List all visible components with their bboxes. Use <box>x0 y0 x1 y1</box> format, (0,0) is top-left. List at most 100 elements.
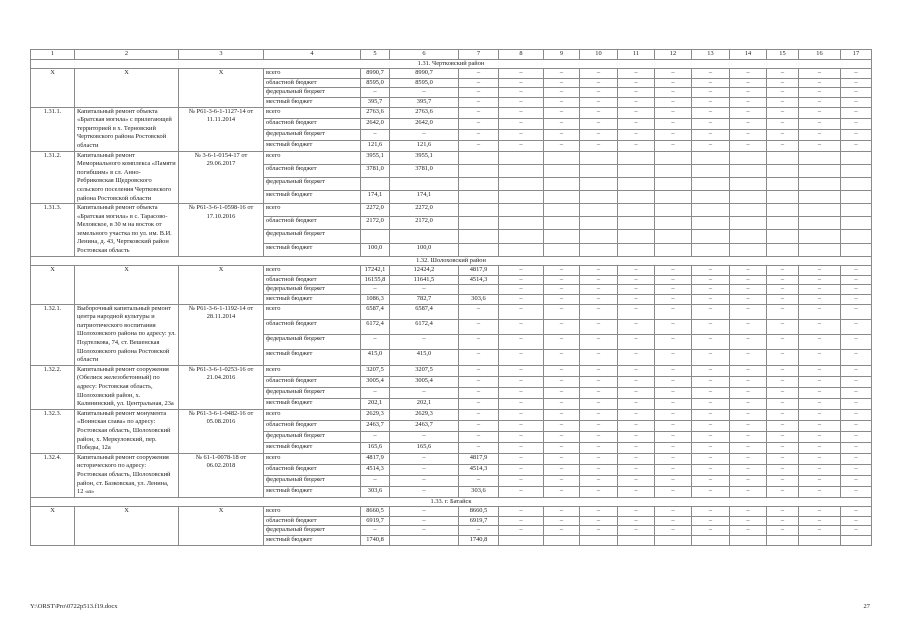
value-cell: – <box>766 87 799 98</box>
value-cell <box>579 535 618 546</box>
value-cell: 782,7 <box>389 294 459 305</box>
value-cell <box>654 216 692 231</box>
value-cell: – <box>498 441 544 454</box>
column-header: 12 <box>654 49 692 60</box>
value-cell: – <box>798 506 841 517</box>
value-cell: – <box>579 419 618 432</box>
value-cell: 415,0 <box>389 349 459 366</box>
value-cell: – <box>840 463 872 476</box>
value-cell: – <box>654 474 692 487</box>
budget-label: местный бюджет <box>263 397 361 410</box>
value-cell: – <box>766 274 799 286</box>
value-cell: – <box>543 419 580 432</box>
object-number: 1.32.4. <box>30 452 75 498</box>
budget-label: местный бюджет <box>263 242 361 257</box>
value-cell: – <box>798 525 841 537</box>
budget-label: федеральный бюджет <box>263 386 361 399</box>
value-cell: – <box>729 349 767 366</box>
value-cell <box>579 150 618 165</box>
value-cell: – <box>389 506 459 517</box>
value-cell: – <box>458 408 499 421</box>
value-cell: – <box>617 117 655 130</box>
value-cell: – <box>458 397 499 410</box>
value-cell: – <box>729 515 767 527</box>
budget-label: всего <box>263 106 361 119</box>
value-cell: – <box>691 408 730 421</box>
value-cell: – <box>458 318 499 336</box>
budget-label: областной бюджет <box>263 117 361 130</box>
value-cell: 174,1 <box>389 189 459 205</box>
value-cell <box>840 176 872 191</box>
object-document: № Р61-3-6-1-0253-16 от 21.04.2016 <box>178 364 264 410</box>
value-cell: – <box>729 96 767 108</box>
object-name: Капитальный ремонт сооружения (Обелиск ж… <box>74 364 179 410</box>
section-row: 1.32. Шолоховский район <box>30 255 872 267</box>
value-cell: – <box>798 419 841 432</box>
value-cell: – <box>840 87 872 98</box>
value-cell <box>691 203 730 218</box>
value-cell <box>729 242 767 257</box>
value-cell <box>498 242 544 257</box>
budget-label: всего <box>263 452 361 465</box>
table-row: местный бюджет 395,7 395,7– – – – – – – – – – – <box>31 96 872 108</box>
value-cell <box>458 229 499 244</box>
value-cell: – <box>543 128 580 141</box>
value-cell: – <box>691 106 730 119</box>
value-cell <box>458 284 499 296</box>
table-row: областной бюджет 3005,4 3005,4– – – – – – – – – – – <box>31 375 872 388</box>
value-cell: – <box>766 128 799 141</box>
value-cell <box>840 163 872 178</box>
value-cell: – <box>579 68 618 79</box>
value-cell: – <box>798 349 841 366</box>
value-cell: – <box>498 364 544 377</box>
value-cell <box>579 242 618 257</box>
value-cell <box>498 229 544 244</box>
value-cell <box>798 242 841 257</box>
value-cell: 1740,8 <box>360 535 390 546</box>
value-cell: – <box>360 386 390 399</box>
value-cell: – <box>766 430 799 443</box>
value-cell: – <box>579 397 618 410</box>
page-number: 27 <box>863 603 871 610</box>
value-cell: – <box>654 265 692 276</box>
header-row: 1 2 3 4 5 6 7 8 9 10 11 12 13 14 15 16 17 <box>30 49 872 60</box>
value-cell: – <box>766 77 799 89</box>
value-cell: – <box>798 408 841 421</box>
value-cell: – <box>543 318 580 336</box>
value-cell: – <box>543 515 580 527</box>
budget-label: местный бюджет <box>263 294 361 305</box>
value-cell: – <box>498 474 544 487</box>
value-cell: – <box>617 303 655 320</box>
table-row: федеральный бюджет – – – – – – – – – – – – – <box>31 128 872 141</box>
value-cell: – <box>766 506 799 517</box>
value-cell: – <box>389 284 459 296</box>
value-cell: – <box>654 87 692 98</box>
value-cell: – <box>729 364 767 377</box>
value-cell <box>766 535 799 546</box>
value-cell: – <box>840 441 872 454</box>
value-cell: 4817,9 <box>360 452 390 465</box>
value-cell: 8660,5 <box>360 506 390 517</box>
value-cell: – <box>389 463 459 476</box>
value-cell <box>766 229 799 244</box>
value-cell: – <box>579 463 618 476</box>
table-row: 1.31.3. Капитальный ремонт объекта «Братс… <box>30 203 872 257</box>
value-cell <box>389 176 459 191</box>
section-title: 1.33. г. Батайск <box>30 496 872 508</box>
object-name: Капитальный ремонт объекта «Братская мог… <box>74 203 179 257</box>
value-cell: – <box>360 334 390 351</box>
value-cell: – <box>766 303 799 320</box>
value-cell: – <box>579 303 618 320</box>
value-cell: – <box>840 265 872 276</box>
budget-label: всего <box>263 303 361 320</box>
value-cell: – <box>617 506 655 517</box>
value-cell <box>654 535 692 546</box>
column-header: 2 <box>74 49 179 60</box>
budget-label: местный бюджет <box>263 485 361 498</box>
value-cell: – <box>498 265 544 276</box>
value-cell: – <box>498 87 544 98</box>
value-cell: 17242,1 <box>360 265 390 276</box>
value-cell: – <box>543 139 580 152</box>
budget-label: всего <box>263 150 361 165</box>
value-cell: – <box>766 334 799 351</box>
